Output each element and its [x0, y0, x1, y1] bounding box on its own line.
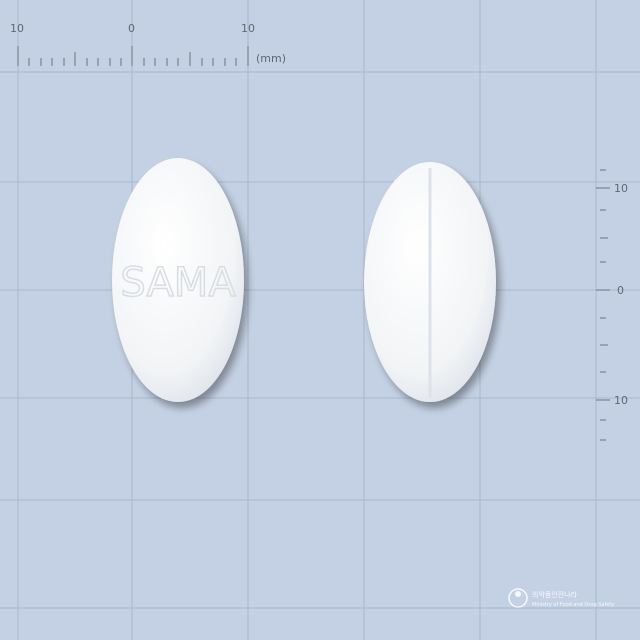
top-ruler-label-left: 10	[10, 22, 24, 35]
watermark: 의약품안전나라 Ministry of Food and Drug Safety	[508, 588, 614, 608]
right-ruler	[596, 169, 610, 441]
right-ruler-label-top: 10	[614, 182, 628, 195]
unit-label: (mm)	[256, 52, 286, 65]
tablet-imprint: SAMA	[120, 260, 236, 306]
watermark-subtitle: Ministry of Food and Drug Safety	[532, 602, 614, 608]
top-ruler-label-right: 10	[241, 22, 255, 35]
right-ruler-label-bottom: 10	[614, 394, 628, 407]
top-ruler-label-center: 0	[128, 22, 135, 35]
top-ruler	[17, 46, 249, 66]
watermark-logo-icon	[508, 588, 528, 608]
watermark-title: 의약품안전나라	[532, 590, 578, 599]
tablet-front	[112, 158, 244, 402]
right-ruler-label-center: 0	[617, 284, 624, 297]
